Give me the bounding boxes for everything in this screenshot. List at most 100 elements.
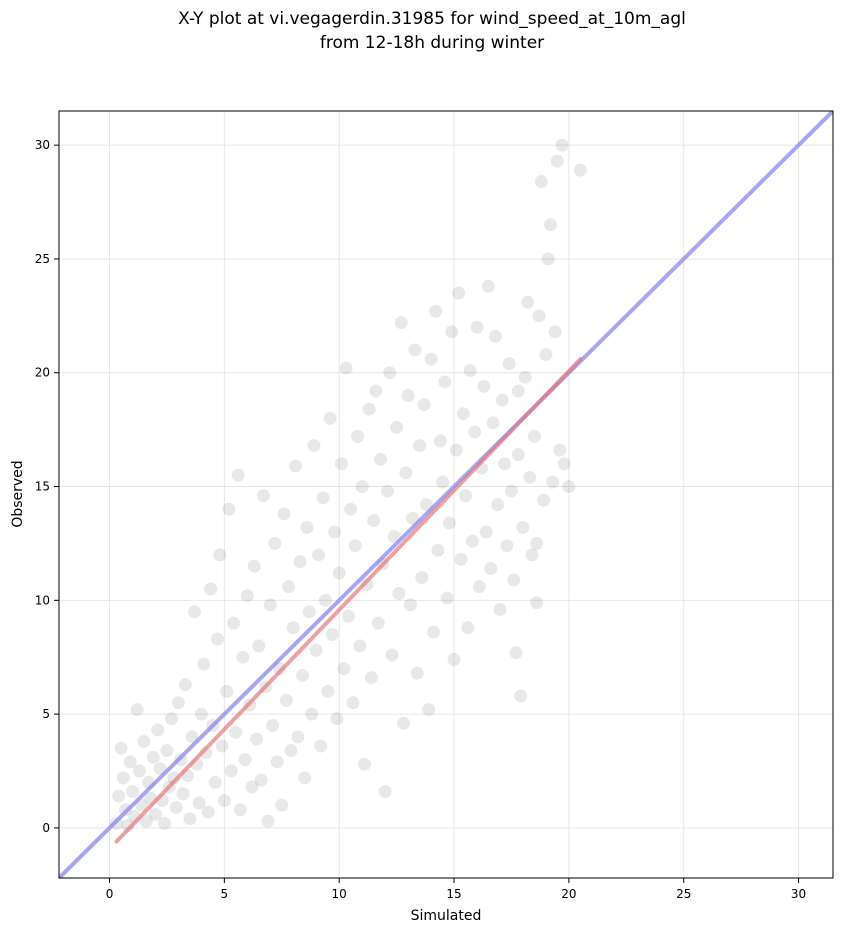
data-point-45 [213, 548, 227, 562]
data-point-79 [291, 730, 305, 744]
y-tick-label-6: 30 [35, 138, 50, 152]
y-tick-label-0: 0 [42, 821, 50, 835]
data-point-136 [422, 703, 436, 717]
data-point-49 [222, 502, 236, 516]
data-point-34 [188, 605, 202, 619]
data-point-103 [346, 696, 360, 710]
data-point-137 [424, 352, 438, 366]
data-point-190 [546, 475, 560, 489]
data-point-122 [390, 420, 404, 434]
data-point-3 [116, 771, 130, 785]
x-axis-ticks: 0 5 10 15 20 25 30 [106, 878, 806, 901]
data-point-85 [305, 707, 319, 721]
data-point-154 [463, 363, 477, 377]
x-tick-label-0: 0 [106, 887, 114, 901]
data-point-53 [231, 468, 245, 482]
data-point-98 [334, 457, 348, 471]
data-point-90 [316, 491, 330, 505]
data-point-153 [461, 621, 475, 635]
data-point-174 [509, 646, 523, 660]
data-point-123 [392, 587, 406, 601]
data-point-30 [178, 678, 192, 692]
data-point-2 [114, 741, 128, 755]
data-point-156 [468, 425, 482, 439]
data-point-64 [256, 489, 270, 503]
data-point-102 [344, 502, 358, 516]
data-point-164 [486, 416, 500, 430]
data-point-48 [220, 684, 234, 698]
data-point-180 [523, 470, 537, 484]
fit-line [114, 357, 583, 844]
x-tick-label-5: 25 [676, 887, 691, 901]
data-point-18 [151, 723, 165, 737]
data-point-151 [456, 407, 470, 421]
data-point-117 [378, 785, 392, 799]
data-point-112 [367, 514, 381, 528]
data-point-77 [286, 621, 300, 635]
data-point-192 [550, 154, 564, 168]
data-point-22 [160, 744, 174, 758]
data-point-10 [132, 764, 146, 778]
data-point-139 [429, 304, 443, 318]
data-point-197 [573, 163, 587, 177]
data-point-84 [302, 605, 316, 619]
data-point-1 [112, 789, 126, 803]
data-point-101 [341, 609, 355, 623]
data-point-157 [470, 320, 484, 334]
data-point-142 [436, 475, 450, 489]
data-point-75 [282, 580, 296, 594]
data-point-91 [318, 593, 332, 607]
data-point-93 [323, 411, 337, 425]
data-point-194 [555, 138, 569, 152]
data-point-126 [399, 466, 413, 480]
data-point-59 [245, 780, 259, 794]
data-point-44 [210, 632, 224, 646]
data-point-16 [146, 750, 160, 764]
data-point-166 [491, 498, 505, 512]
data-point-113 [369, 384, 383, 398]
data-point-106 [353, 639, 367, 653]
y-tick-label-5: 25 [35, 252, 50, 266]
reference-lines [59, 111, 833, 878]
data-point-52 [229, 725, 243, 739]
data-point-187 [539, 348, 553, 362]
y-tick-label-3: 15 [35, 480, 50, 494]
data-point-89 [314, 739, 328, 753]
data-point-87 [309, 643, 323, 657]
data-point-29 [176, 787, 190, 801]
data-point-184 [532, 309, 546, 323]
data-point-95 [328, 525, 342, 539]
data-point-57 [240, 589, 254, 603]
data-point-51 [227, 616, 241, 630]
plot-frame [58, 110, 834, 879]
data-point-147 [447, 653, 461, 667]
data-point-115 [374, 452, 388, 466]
data-point-134 [417, 398, 431, 412]
x-axis-label: Simulated [411, 908, 482, 924]
data-point-105 [351, 429, 365, 443]
data-point-120 [385, 648, 399, 662]
data-point-61 [250, 732, 264, 746]
data-point-198 [511, 384, 525, 398]
data-point-17 [148, 807, 162, 821]
y-tick-label-1: 5 [42, 707, 50, 721]
scatter-points [109, 138, 587, 833]
data-point-63 [254, 773, 268, 787]
data-point-119 [383, 366, 397, 380]
data-point-97 [332, 566, 346, 580]
data-point-12 [137, 734, 151, 748]
data-point-109 [360, 577, 374, 591]
data-point-130 [408, 343, 422, 357]
data-point-27 [171, 696, 185, 710]
data-point-114 [371, 616, 385, 630]
data-point-107 [355, 480, 369, 494]
data-point-92 [321, 684, 335, 698]
data-point-43 [208, 775, 222, 789]
data-point-72 [275, 798, 289, 812]
data-point-62 [252, 639, 266, 653]
data-point-50 [224, 764, 238, 778]
data-point-143 [438, 375, 452, 389]
data-point-181 [525, 548, 539, 562]
data-point-36 [192, 796, 206, 810]
